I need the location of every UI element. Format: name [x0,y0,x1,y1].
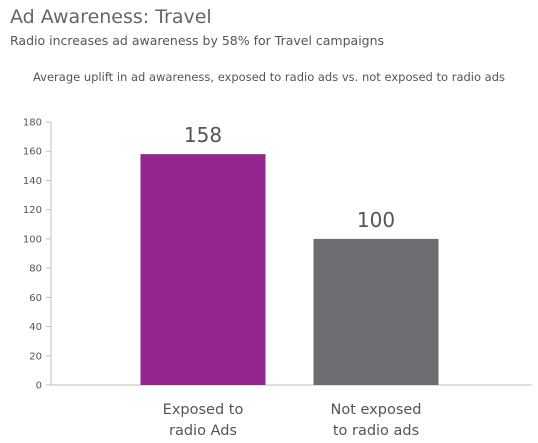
y-tick-label: 120 [23,205,42,216]
x-category-label-2: Not exposed [330,402,421,418]
x-category-label-2: to radio ads [333,423,419,439]
data-label-1: 158 [184,123,222,147]
chart-subtitle: Radio increases ad awareness by 58% for … [10,33,385,48]
y-tick-label: 160 [23,147,42,158]
data-label-2: 100 [357,208,395,232]
y-tick-label: 20 [29,351,42,362]
y-tick-label: 80 [29,264,42,275]
y-tick-label: 100 [23,234,42,245]
bar-2 [313,238,439,385]
y-tick-label: 40 [29,322,42,333]
y-tick-label: 140 [23,176,42,187]
y-tick-label: 60 [29,293,42,304]
y-tick-label: 0 [36,381,42,392]
bar-1 [140,154,266,385]
chart-caption: Average uplift in ad awareness, exposed … [32,70,506,84]
x-category-label-1: Exposed to [163,402,244,418]
x-category-label-1: radio Ads [169,423,237,439]
y-tick-label: 180 [23,118,42,129]
chart-title: Ad Awareness: Travel [10,6,212,28]
